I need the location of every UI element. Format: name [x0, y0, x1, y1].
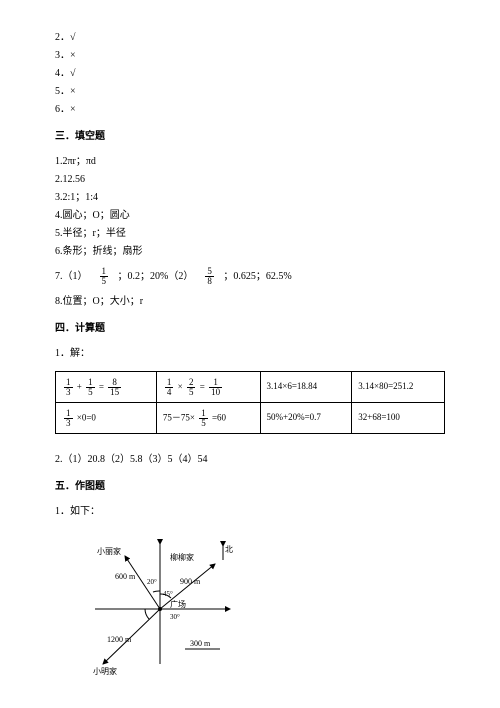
fill-7-p3: ；0.625；62.5% — [223, 271, 291, 282]
cell-0-0: 13 + 15 = 815 — [56, 372, 157, 403]
table-row: 13 ×0=0 75－75× 15 =60 50%+20%=0.7 32+68=… — [56, 403, 445, 434]
n: 1 — [86, 378, 95, 388]
liuliu-label: 柳柳家 — [170, 552, 194, 562]
xiaoli-label: 小丽家 — [97, 546, 121, 556]
txt: 75－75× — [163, 412, 197, 422]
tf-answer-6: 6．× — [55, 102, 445, 117]
angle30: 30° — [170, 613, 180, 621]
op: × — [178, 381, 183, 391]
n: 1 — [64, 409, 73, 419]
direction-diagram: 北 小丽家 600 m 20° 柳柳家 900 m 45° 小明家 1200 m… — [55, 534, 445, 689]
dist-600: 600 m — [115, 572, 136, 581]
d: 5 — [187, 388, 196, 397]
xiaoming-label: 小明家 — [93, 666, 117, 676]
guangchang-label: 广场 — [170, 599, 186, 609]
draw-1-label: 1．如下： — [55, 504, 445, 519]
n: 1 — [209, 378, 222, 388]
tf-answer-4: 4．√ — [55, 66, 445, 81]
fill-8: 8.位置；O；大小；r — [55, 294, 445, 309]
fill-7-p1: 7.（1） — [55, 271, 88, 282]
dist-900: 900 m — [180, 577, 201, 586]
section-4-heading: 四．计算题 — [55, 321, 445, 336]
section-5-heading: 五．作图题 — [55, 479, 445, 494]
calc-table: 13 + 15 = 815 14 × 25 = 110 3.14×6=18.84… — [55, 371, 445, 434]
n: 1 — [199, 409, 208, 419]
fill-3: 3.2:1；1:4 — [55, 190, 445, 205]
n: 8 — [108, 378, 121, 388]
fill-7: 7.（1） 1 5 ；0.2；20%（2） 5 8 ；0.625；62.5% — [55, 267, 445, 286]
d: 4 — [165, 388, 174, 397]
eq: =60 — [212, 412, 226, 422]
frac-den: 5 — [100, 277, 109, 286]
calc-1-label: 1．解： — [55, 346, 445, 361]
fraction-5-8: 5 8 — [205, 267, 214, 286]
tf-answer-2: 2．√ — [55, 30, 445, 45]
fill-5: 5.半径；r；半径 — [55, 226, 445, 241]
frac-den: 8 — [205, 277, 214, 286]
txt: ×0=0 — [77, 412, 96, 422]
cell-0-2: 3.14×6=18.84 — [260, 372, 352, 403]
d: 5 — [86, 388, 95, 397]
fill-1: 1.2πr；πd — [55, 154, 445, 169]
dist-300: 300 m — [190, 639, 211, 648]
fill-4: 4.圆心；O；圆心 — [55, 208, 445, 223]
diagram-svg: 北 小丽家 600 m 20° 柳柳家 900 m 45° 小明家 1200 m… — [55, 534, 265, 684]
fill-2: 2.12.56 — [55, 172, 445, 187]
north-label: 北 — [225, 545, 233, 554]
op: + — [77, 381, 82, 391]
cell-1-1: 75－75× 15 =60 — [156, 403, 260, 434]
angle45: 45° — [163, 590, 173, 598]
fraction-1-5: 1 5 — [100, 267, 109, 286]
calc-2: 2.（1）20.8（2）5.8（3）5（4）54 — [55, 452, 445, 467]
d: 10 — [209, 388, 222, 397]
cell-1-2: 50%+20%=0.7 — [260, 403, 352, 434]
cell-0-3: 3.14×80=251.2 — [352, 372, 445, 403]
fill-7-p2: ；0.2；20%（2） — [118, 271, 194, 282]
d: 3 — [64, 388, 73, 397]
cell-1-0: 13 ×0=0 — [56, 403, 157, 434]
angle20: 20° — [147, 578, 157, 586]
dist-1200: 1200 m — [107, 635, 132, 644]
n: 2 — [187, 378, 196, 388]
section-3-heading: 三．填空题 — [55, 129, 445, 144]
n: 1 — [165, 378, 174, 388]
n: 1 — [64, 378, 73, 388]
cell-1-3: 32+68=100 — [352, 403, 445, 434]
tf-answer-3: 3．× — [55, 48, 445, 63]
table-row: 13 + 15 = 815 14 × 25 = 110 3.14×6=18.84… — [56, 372, 445, 403]
d: 3 — [64, 419, 73, 428]
tf-answer-5: 5．× — [55, 84, 445, 99]
d: 15 — [108, 388, 121, 397]
d: 5 — [199, 419, 208, 428]
fill-6: 6.条形；折线；扇形 — [55, 244, 445, 259]
cell-0-1: 14 × 25 = 110 — [156, 372, 260, 403]
